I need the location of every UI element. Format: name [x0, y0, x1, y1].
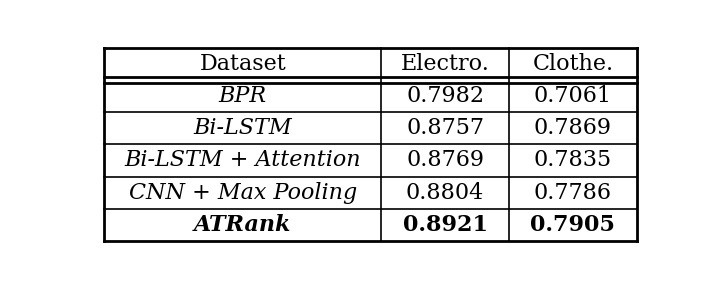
- Text: Dataset: Dataset: [200, 53, 286, 75]
- Text: 0.7869: 0.7869: [534, 117, 612, 139]
- Text: 0.8769: 0.8769: [406, 150, 484, 172]
- Text: CNN + Max Pooling: CNN + Max Pooling: [129, 182, 357, 204]
- Text: 0.7061: 0.7061: [534, 85, 612, 107]
- Text: ATRank: ATRank: [194, 214, 291, 236]
- Text: 0.7905: 0.7905: [531, 214, 615, 236]
- Text: BPR: BPR: [218, 85, 267, 107]
- Text: 0.7835: 0.7835: [534, 150, 612, 172]
- Text: Clothe.: Clothe.: [532, 53, 613, 75]
- Text: 0.8757: 0.8757: [406, 117, 484, 139]
- Text: 0.8804: 0.8804: [406, 182, 484, 204]
- Text: 0.7982: 0.7982: [406, 85, 484, 107]
- Text: Bi-LSTM: Bi-LSTM: [194, 117, 292, 139]
- Text: 0.7786: 0.7786: [534, 182, 612, 204]
- Text: Bi-LSTM + Attention: Bi-LSTM + Attention: [124, 150, 361, 172]
- Text: Electro.: Electro.: [401, 53, 489, 75]
- Text: 0.8921: 0.8921: [403, 214, 487, 236]
